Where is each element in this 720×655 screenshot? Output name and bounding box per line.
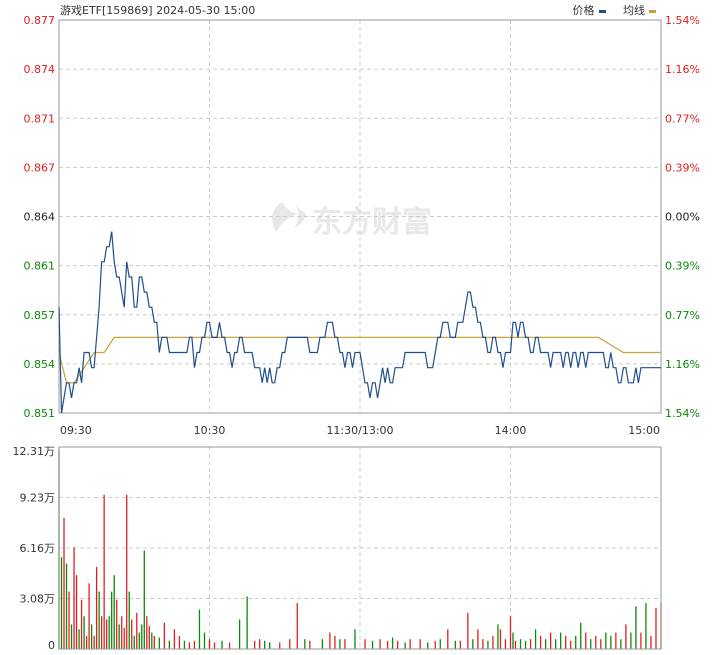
volume-y-tick: 0 [48,639,55,652]
y-tick-left: 0.851 [24,407,56,420]
watermark-text: 东方财富 [312,205,432,240]
y-tick-right: 0.39% [665,260,700,273]
volume-bars [58,448,662,649]
y-tick-right: 1.16% [665,358,700,371]
y-tick-left: 0.874 [24,63,56,76]
avg-line [58,336,661,384]
y-tick-right: 0.77% [665,112,700,125]
chart-datetime: 2024-05-30 15:00 [156,4,256,17]
price-axes: 0.877 1.54% 0.874 1.16% 0.871 0.77% 0.867 0.39%… [24,14,700,437]
y-tick-left: 0.864 [24,211,56,224]
legend-price-swatch [598,9,606,13]
y-tick-right: 0.00% [665,211,700,224]
y-tick-left: 0.867 [24,161,56,174]
x-tick-label: 15:00 [628,424,660,437]
volume-panel-frame [58,446,662,650]
volume-y-tick: 12.31万 [13,445,56,458]
x-tick-label: 14:00 [495,424,527,437]
y-tick-left: 0.871 [24,112,56,125]
watermark: 东方财富 [272,202,432,240]
legend: 价格 均线 [573,2,661,18]
y-tick-left: 0.857 [24,309,56,322]
price-line-layer [58,231,661,414]
y-tick-right: 0.39% [665,161,700,174]
y-tick-left: 0.861 [24,260,56,273]
y-tick-left: 0.854 [24,358,56,371]
chart-title: 游戏ETF[159869] [60,4,153,17]
legend-avg-swatch [649,9,656,13]
volume-y-tick: 3.08万 [20,593,56,606]
price-panel-frame [58,19,662,414]
y-tick-left: 0.877 [24,14,56,27]
volume-y-tick: 6.16万 [20,542,56,555]
y-tick-right: 0.77% [665,309,700,322]
price-grid [59,20,661,413]
legend-price-label: 价格 [572,4,595,17]
volume-axes: 12.31万 9.23万 6.16万 3.08万 0 [13,445,662,652]
x-tick-label: 11:30/13:00 [326,424,393,437]
x-tick-label: 09:30 [60,424,92,437]
y-tick-right: 1.54% [665,14,700,27]
legend-avg-label: 均线 [623,4,645,17]
volume-y-tick: 9.23万 [20,492,56,505]
volume-grid [59,447,661,649]
y-tick-right: 1.16% [665,63,700,76]
y-tick-right: 1.54% [665,407,700,420]
chart-header: 游戏ETF[159869] 2024-05-30 15:00 [60,2,255,18]
price-line [58,231,661,414]
watermark-logo-icon [272,202,306,232]
avg-line-layer [58,336,661,384]
x-tick-label: 10:30 [194,424,226,437]
